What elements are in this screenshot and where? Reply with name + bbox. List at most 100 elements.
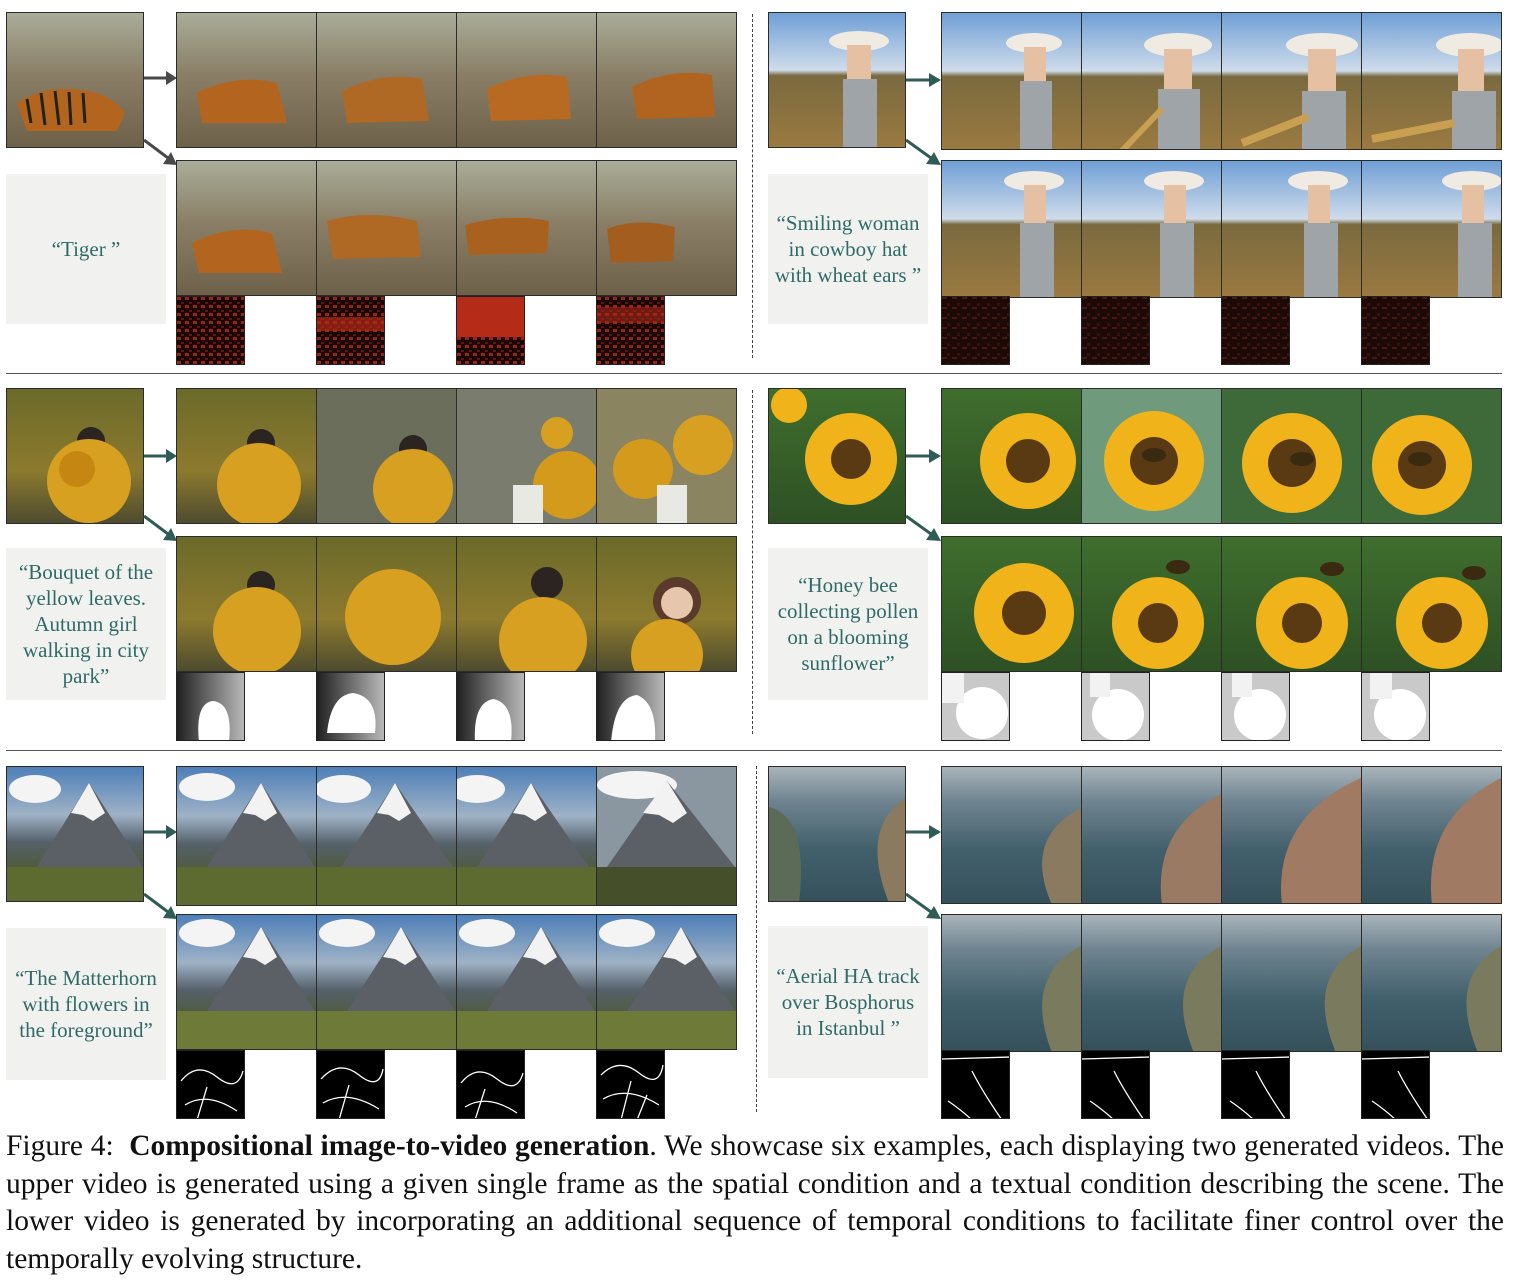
leaves-lower-frame-1 xyxy=(176,536,317,672)
bosphorus-lower-frame-2 xyxy=(1081,914,1222,1052)
arrow-right-icon xyxy=(144,71,177,85)
arrow-right-icon xyxy=(906,825,941,839)
prompt-tiger: “Tiger ” xyxy=(6,174,166,324)
matterhorn-sketch-condition-4 xyxy=(596,1050,665,1119)
sunflower-upper-frame-1 xyxy=(941,388,1082,524)
cowboy-lower-frame-2 xyxy=(1081,160,1222,298)
prompt-sunflower: “Honey bee collecting pollen on a bloomi… xyxy=(768,548,928,700)
cowboy-motion-condition-2 xyxy=(1081,296,1150,365)
matterhorn-lower-frame-1 xyxy=(176,914,317,1050)
cowboy-motion-condition-4 xyxy=(1361,296,1430,365)
arrow-right-icon xyxy=(906,449,941,463)
cowboy-upper-frame-3 xyxy=(1221,12,1362,150)
bosphorus-lower-frame-1 xyxy=(941,914,1082,1052)
cowboy-lower-frame-3 xyxy=(1221,160,1362,298)
sunflower-upper-frame-2 xyxy=(1081,388,1222,524)
figure-label: Figure 4: xyxy=(6,1130,114,1162)
tiger-motion-condition-2 xyxy=(316,296,385,365)
sunflower-depth-condition-1 xyxy=(941,672,1010,741)
cowboy-upper-frame-2 xyxy=(1081,12,1222,150)
leaves-lower-frame-4 xyxy=(596,536,737,672)
source-frame-tiger xyxy=(6,12,144,148)
bosphorus-sketch-condition-2 xyxy=(1081,1050,1150,1119)
cowboy-lower-frame-4 xyxy=(1361,160,1502,298)
cowboy-upper-frame-1 xyxy=(941,12,1082,150)
matterhorn-lower-frame-3 xyxy=(456,914,597,1050)
matterhorn-lower-frame-4 xyxy=(596,914,737,1050)
tiger-lower-frame-2 xyxy=(316,160,457,296)
leaves-upper-frame-3 xyxy=(456,388,597,524)
bosphorus-upper-frame-1 xyxy=(941,766,1082,904)
matterhorn-sketch-condition-2 xyxy=(316,1050,385,1119)
arrow-diagonal-icon xyxy=(143,892,177,919)
sunflower-depth-condition-4 xyxy=(1361,672,1430,741)
leaves-depth-condition-1 xyxy=(176,672,245,741)
matterhorn-sketch-condition-3 xyxy=(456,1050,525,1119)
tiger-lower-frame-1 xyxy=(176,160,317,296)
sunflower-lower-frame-3 xyxy=(1221,536,1362,672)
arrow-diagonal-icon xyxy=(143,138,177,165)
cowboy-motion-condition-1 xyxy=(941,296,1010,365)
arrow-diagonal-icon xyxy=(143,514,177,541)
column-separator xyxy=(752,390,753,734)
matterhorn-upper-frame-4 xyxy=(596,766,737,906)
arrow-diagonal-icon xyxy=(905,138,941,165)
source-frame-leaves xyxy=(6,388,144,524)
cowboy-motion-condition-3 xyxy=(1221,296,1290,365)
sunflower-depth-condition-3 xyxy=(1221,672,1290,741)
tiger-upper-frame-1 xyxy=(176,12,317,148)
sunflower-lower-frame-4 xyxy=(1361,536,1502,672)
leaves-upper-frame-1 xyxy=(176,388,317,524)
bosphorus-upper-frame-3 xyxy=(1221,766,1362,904)
arrow-diagonal-icon xyxy=(905,514,941,541)
sunflower-lower-frame-2 xyxy=(1081,536,1222,672)
arrow-right-icon xyxy=(144,825,177,839)
leaves-depth-condition-3 xyxy=(456,672,525,741)
row-separator xyxy=(6,373,1502,374)
matterhorn-lower-frame-2 xyxy=(316,914,457,1050)
leaves-depth-condition-4 xyxy=(596,672,665,741)
prompt-leaves: “Bouquet of the yellow leaves. Autumn gi… xyxy=(6,548,166,700)
tiger-lower-frame-3 xyxy=(456,160,597,296)
arrow-right-icon xyxy=(144,449,177,463)
bosphorus-upper-frame-2 xyxy=(1081,766,1222,904)
prompt-bosphorus: “Aerial HA track over Bosphorus in Istan… xyxy=(768,926,928,1078)
bosphorus-sketch-condition-3 xyxy=(1221,1050,1290,1119)
row-separator xyxy=(6,750,1502,751)
prompt-cowboy: “Smiling woman in cowboy hat with wheat … xyxy=(768,174,928,324)
column-separator xyxy=(756,766,757,1112)
column-separator xyxy=(752,14,753,358)
source-frame-matterhorn xyxy=(6,766,144,902)
tiger-lower-frame-4 xyxy=(596,160,737,296)
source-frame-sunflower xyxy=(768,388,906,524)
figure-title: Compositional image-to-video generation xyxy=(129,1130,650,1162)
sunflower-upper-frame-3 xyxy=(1221,388,1362,524)
bosphorus-lower-frame-4 xyxy=(1361,914,1502,1052)
sunflower-lower-frame-1 xyxy=(941,536,1082,672)
leaves-upper-frame-2 xyxy=(316,388,457,524)
tiger-motion-condition-1 xyxy=(176,296,245,365)
sunflower-depth-condition-2 xyxy=(1081,672,1150,741)
bosphorus-sketch-condition-4 xyxy=(1361,1050,1430,1119)
figure-caption: Figure 4: Compositional image-to-video g… xyxy=(6,1128,1504,1278)
tiger-motion-condition-4 xyxy=(596,296,665,365)
tiger-upper-frame-3 xyxy=(456,12,597,148)
bosphorus-upper-frame-4 xyxy=(1361,766,1502,904)
cowboy-lower-frame-1 xyxy=(941,160,1082,298)
bosphorus-sketch-condition-1 xyxy=(941,1050,1010,1119)
arrow-right-icon xyxy=(906,73,941,87)
tiger-upper-frame-2 xyxy=(316,12,457,148)
matterhorn-sketch-condition-1 xyxy=(176,1050,245,1119)
source-frame-bosphorus xyxy=(768,766,906,902)
prompt-matterhorn: “The Matterhorn with flowers in the fore… xyxy=(6,928,166,1080)
matterhorn-upper-frame-3 xyxy=(456,766,597,906)
figure-body: . We showcase six examples, each display… xyxy=(6,1130,1505,1275)
cowboy-upper-frame-4 xyxy=(1361,12,1502,150)
leaves-depth-condition-2 xyxy=(316,672,385,741)
bosphorus-lower-frame-3 xyxy=(1221,914,1362,1052)
matterhorn-upper-frame-1 xyxy=(176,766,317,906)
matterhorn-upper-frame-2 xyxy=(316,766,457,906)
leaves-lower-frame-2 xyxy=(316,536,457,672)
source-frame-cowboy xyxy=(768,12,906,148)
sunflower-upper-frame-4 xyxy=(1361,388,1502,524)
